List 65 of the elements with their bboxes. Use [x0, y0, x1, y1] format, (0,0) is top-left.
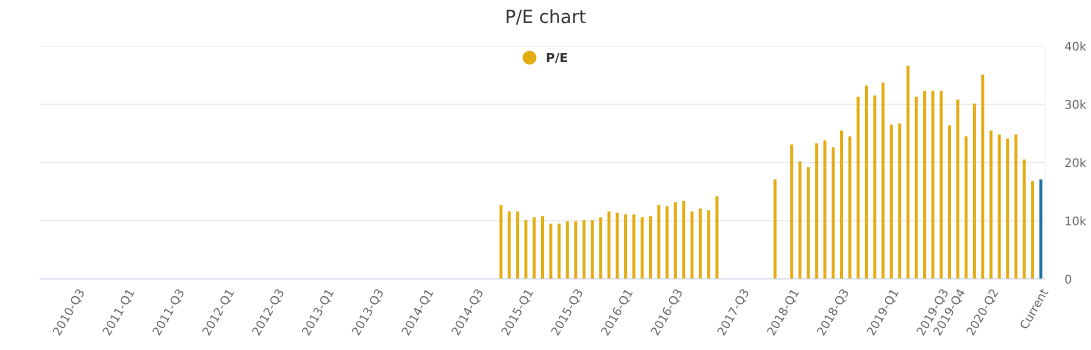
legend-label: P/E: [546, 52, 568, 64]
bar: [707, 210, 711, 279]
bar: [516, 211, 520, 279]
bar: [898, 123, 902, 279]
y-tick-label: 40k: [1065, 41, 1087, 51]
bar: [673, 202, 677, 279]
bar: [997, 134, 1001, 279]
bar: [831, 147, 835, 279]
bar: [931, 90, 935, 279]
bar: [790, 144, 794, 279]
bar: [1031, 181, 1035, 279]
bar: [964, 136, 968, 279]
bar: [848, 136, 852, 279]
bar: [1014, 134, 1018, 279]
y-tick-label: 20k: [1065, 158, 1087, 168]
bar: [657, 205, 661, 279]
bar: [840, 130, 843, 279]
bar: [541, 216, 544, 279]
bar: [914, 96, 918, 279]
bar: [557, 223, 561, 279]
bar: [881, 82, 885, 279]
bar: [524, 220, 528, 279]
bar: [972, 103, 976, 279]
bar: [923, 90, 927, 279]
bar: [956, 99, 960, 279]
bar: [715, 196, 719, 279]
bar: [939, 90, 943, 279]
bar: [773, 179, 777, 279]
bar: [624, 214, 628, 279]
bar: [507, 211, 511, 279]
bar: [1006, 138, 1010, 279]
bar: [640, 217, 644, 279]
bar: [607, 211, 611, 279]
bar: [981, 74, 985, 279]
bar: [648, 216, 652, 279]
bar: [889, 124, 893, 279]
bar: [582, 220, 586, 279]
bar: [823, 140, 827, 279]
bar: [565, 221, 569, 279]
bar: [682, 200, 686, 279]
y-tick-label: 10k: [1065, 216, 1087, 226]
bar: [856, 96, 860, 279]
bar: [499, 205, 503, 279]
bar: [574, 221, 578, 279]
bar: [698, 208, 702, 279]
bar: [864, 85, 868, 279]
bar: [873, 95, 877, 279]
y-tick-label: 30k: [1065, 99, 1087, 109]
bar: [906, 65, 910, 279]
y-tick-label: 0: [1065, 274, 1072, 284]
bar: [632, 214, 636, 279]
chart-title: P/E chart: [506, 9, 586, 25]
bar: [798, 161, 802, 279]
bar: [532, 217, 536, 279]
bar: [1039, 179, 1043, 279]
bar: [615, 212, 619, 279]
bar: [1022, 159, 1026, 279]
bar: [665, 206, 669, 279]
bar: [989, 130, 993, 279]
bar: [599, 217, 603, 279]
bar: [806, 167, 810, 279]
bar: [947, 125, 951, 279]
bar: [549, 223, 553, 279]
bar: [815, 143, 819, 279]
bar: [590, 220, 594, 279]
